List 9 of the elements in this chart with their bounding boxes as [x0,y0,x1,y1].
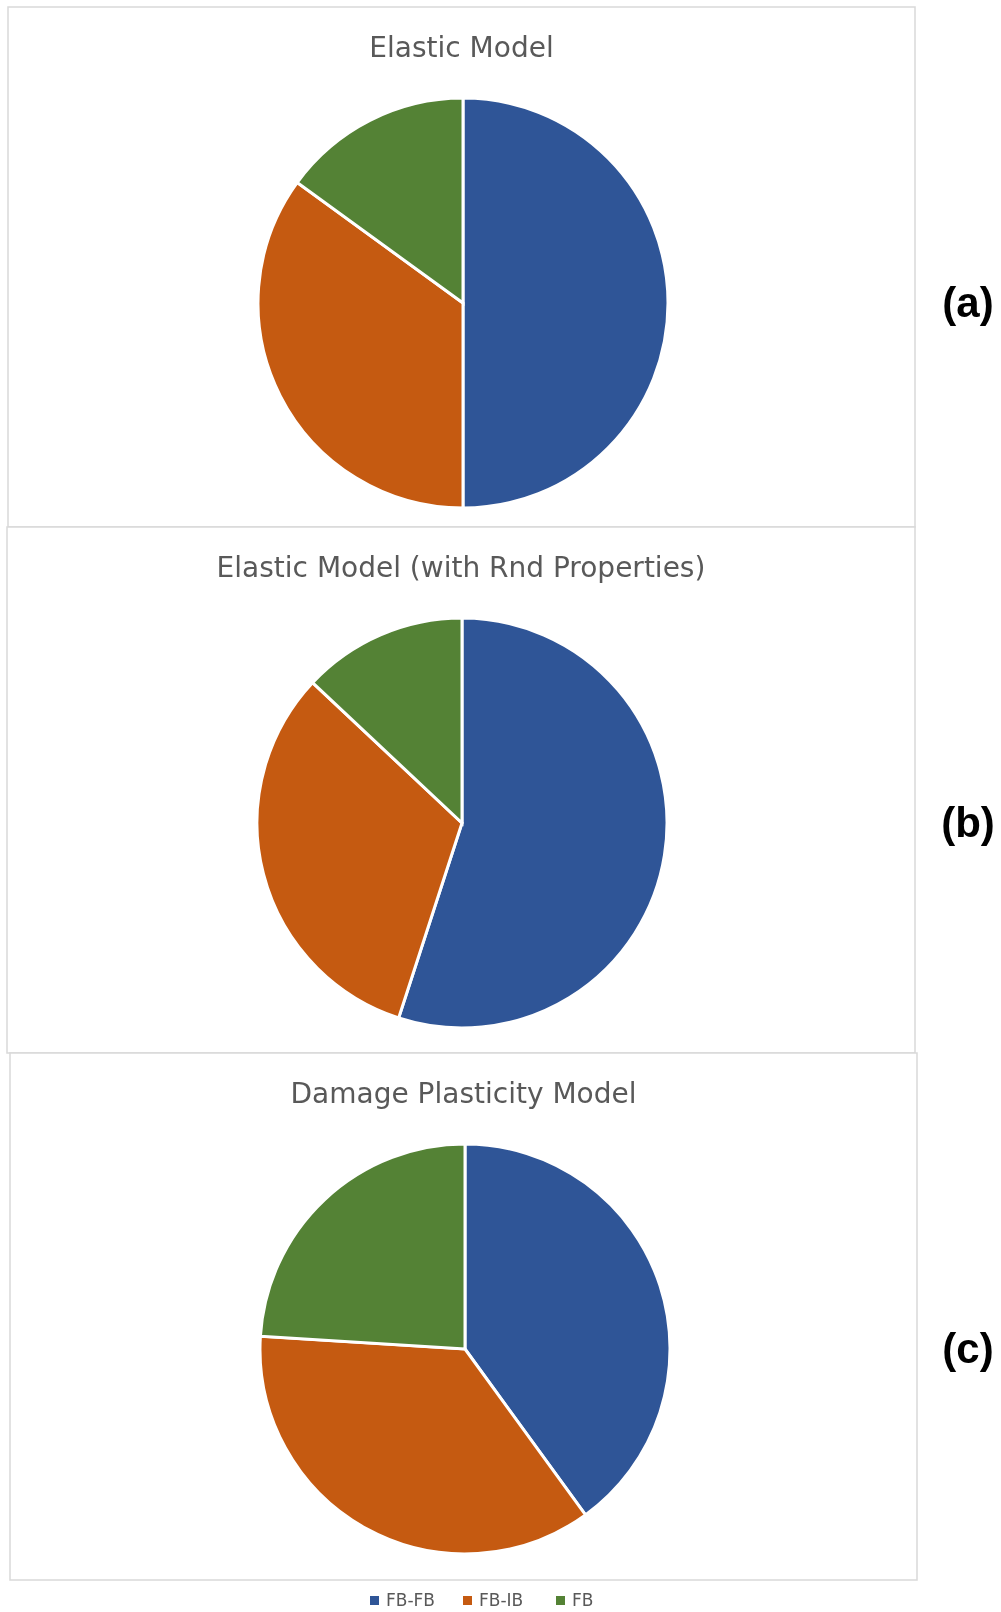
legend-label: FB-FB [386,1590,436,1610]
legend-label: FB-IB [479,1590,524,1610]
chart-title: Elastic Model (with Rnd Properties) [216,551,706,584]
text: (a) [942,279,994,326]
chart-title: Damage Plasticity Model [290,1077,637,1110]
chart-title: Elastic Model [369,31,554,64]
legend-label: FB [572,1590,594,1610]
text: (b) [941,799,995,846]
text: (c) [942,1325,994,1372]
